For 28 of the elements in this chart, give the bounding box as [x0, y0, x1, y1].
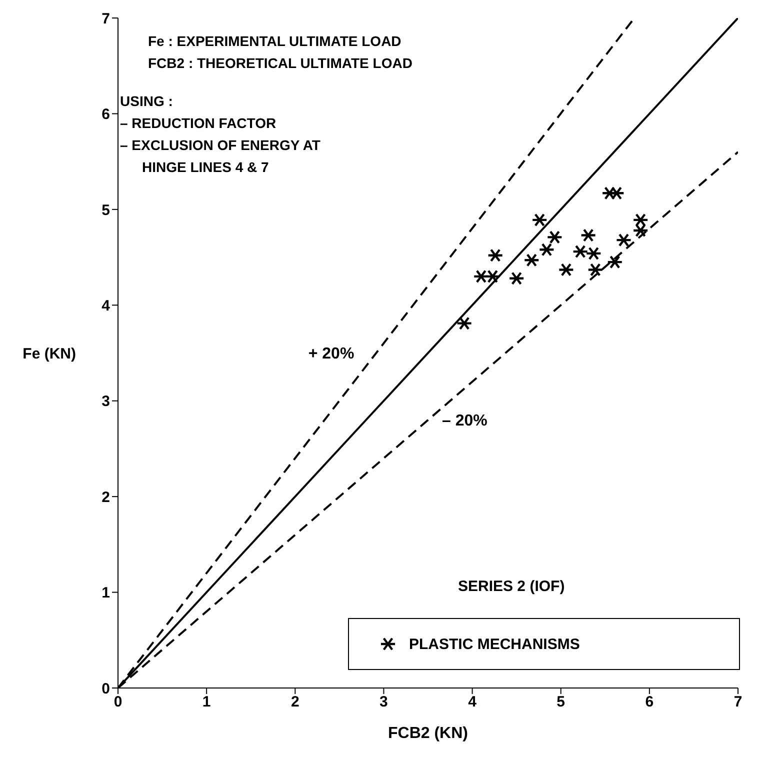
- y-axis-title: Fe (KN): [22, 345, 76, 362]
- y-tick-label: 5: [102, 202, 110, 219]
- legend-title: SERIES 2 (IOF): [458, 578, 565, 595]
- annotation: Fe : EXPERIMENTAL ULTIMATE LOAD: [147, 32, 402, 51]
- y-tick-label: 1: [102, 584, 110, 602]
- x-tick-label: 4: [468, 694, 478, 711]
- x-tick-label: 7: [734, 694, 742, 711]
- x-tick-label: 2: [290, 694, 300, 711]
- x-tick-label: 5: [556, 694, 566, 711]
- x-axis-title: FCB2 (KN): [388, 725, 468, 742]
- x-tick-label: 3: [380, 694, 388, 711]
- annotation: USING :: [120, 92, 174, 111]
- series-label: – 20%: [442, 412, 488, 430]
- y-tick-label: 2: [102, 488, 110, 506]
- annotation: – REDUCTION FACTOR: [120, 114, 278, 133]
- y-tick-label: 0: [102, 680, 110, 698]
- series-label: + 20%: [308, 346, 354, 363]
- x-tick-label: 6: [645, 694, 654, 711]
- annotation: – EXCLUSION OF ENERGY AT: [120, 136, 322, 155]
- y-tick-label: 6: [102, 106, 110, 124]
- annotation: FCB2 : THEORETICAL ULTIMATE LOAD: [147, 54, 412, 73]
- y-tick-label: 7: [102, 10, 110, 28]
- x-tick-label: 0: [114, 694, 122, 711]
- annotation: HINGE LINES 4 & 7: [141, 158, 270, 177]
- x-tick-label: 1: [202, 694, 211, 711]
- y-tick-label: 3: [102, 393, 110, 410]
- y-tick-label: 4: [102, 297, 111, 314]
- legend-label: PLASTIC MECHANISMS: [409, 636, 580, 652]
